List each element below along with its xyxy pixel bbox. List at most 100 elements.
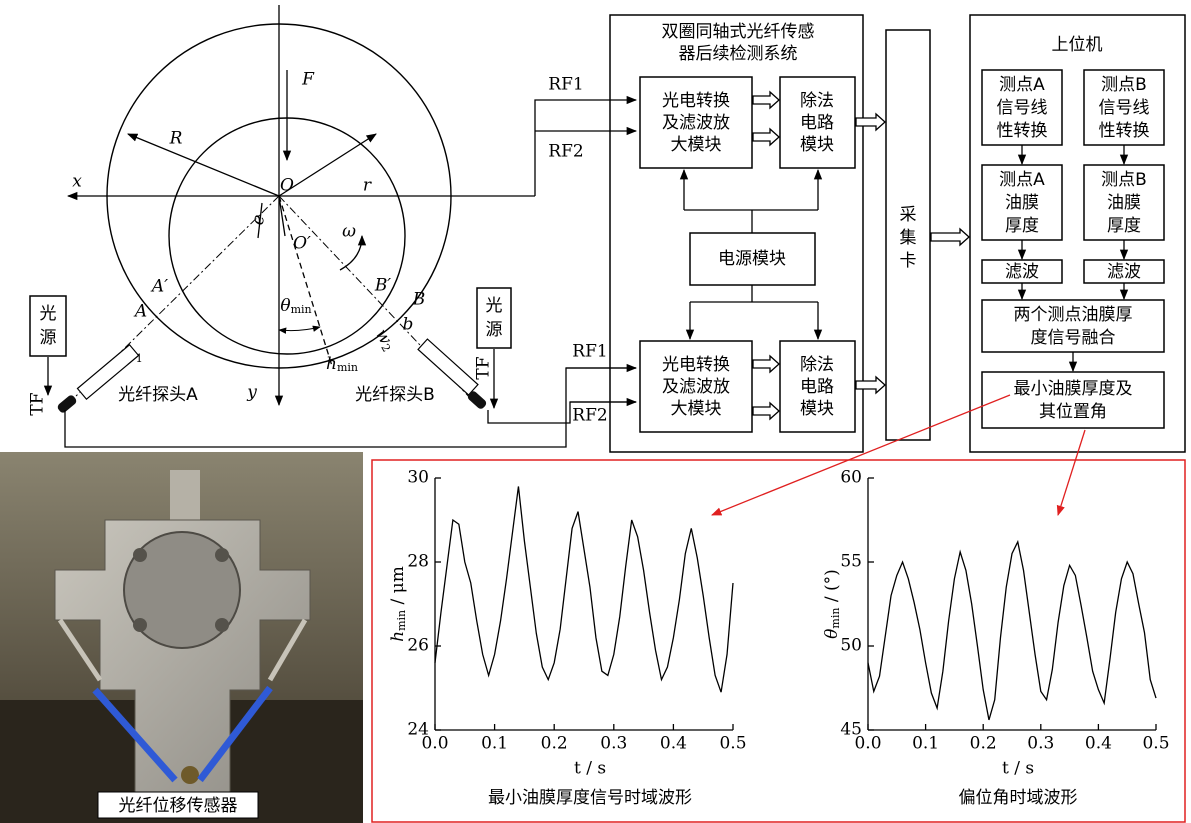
label: RF1 [572,342,607,362]
text-line: 模块 [800,135,834,155]
label: e [248,213,269,226]
symbol: h [388,631,408,642]
text-line: 电路 [800,113,834,133]
label: A′ [150,277,168,297]
block-label: 两个测点油膜厚度信号融合 [1014,305,1133,348]
min-film-line [279,196,332,366]
text-line: 大模块 [671,399,722,419]
text-line: 其位置角 [1039,402,1107,422]
y-tick-label: 28 [407,552,429,572]
fiber [488,402,636,423]
label: TF [474,356,494,379]
chart-caption: 最小油膜厚度信号时域波形 [488,788,692,808]
hollow-arrow [931,229,969,245]
text-line: 光电转换 [662,355,730,375]
photo-bolt [133,548,147,562]
symbol: θ [822,629,842,639]
label: TF [28,392,48,415]
theta-arc [279,327,320,331]
math-label: θmin [280,296,311,317]
block-label: 测点A油膜厚度 [999,170,1045,236]
source-label: 光源 [486,296,503,340]
text-line: 光电转换 [662,91,730,111]
text-line: 除法 [800,91,834,111]
symbol: h [326,354,337,374]
photo-bolt [215,618,229,632]
text-line: 双圈同轴式光纤传感 [662,22,815,42]
chart-frame [372,460,1185,822]
label: ω [342,222,356,242]
y-tick-label: 50 [840,636,862,656]
x-tick-label: 0.2 [541,734,568,754]
block-label: 最小油膜厚度及其位置角 [1014,379,1133,422]
fiber [65,368,636,447]
label: O′ [293,234,311,254]
x-tick-label: 0.4 [660,734,687,754]
red-arrow [1058,430,1085,515]
y-axis-label: hmin / μm [388,566,409,642]
photo-caption: 光纤位移传感器 [119,796,238,816]
block-label: 电源模块 [718,249,786,269]
unit: / μm [388,566,408,610]
block-label: 光电转换及滤波放大模块 [662,355,730,419]
text-line: 信号线 [1099,98,1150,118]
subscript: min [395,610,408,631]
text-line: 光 [486,296,503,316]
text-line: 度信号融合 [1031,328,1116,348]
system-title: 双圈同轴式光纤传感器后续检测系统 [662,22,815,64]
text-line: 及滤波放 [662,113,730,133]
x-tick-label: 0.4 [1085,734,1112,754]
text-line: 大模块 [671,135,722,155]
label: F [301,70,315,90]
probe-tip [56,394,78,415]
data-line [868,542,1156,720]
text-line: 信号线 [997,98,1048,118]
y-tick-label: 60 [840,468,862,488]
daq-label: 采集卡 [900,205,917,271]
text-line: 集 [900,228,917,248]
text-line: 源 [40,328,57,348]
label: A [133,302,147,322]
x-axis-label: t / s [574,759,606,779]
text-line: 采 [900,205,917,225]
text-line: 测点A [999,170,1045,190]
text-line: 两个测点油膜厚 [1014,305,1133,325]
text-line: 源 [486,320,503,340]
text-line: 及滤波放 [662,377,730,397]
photo-nut [181,766,199,784]
photo-bolt [133,618,147,632]
photo-bolt [215,548,229,562]
text-line: 器后续检测系统 [679,44,798,64]
text-line: 除法 [800,355,834,375]
text-line: 测点B [1101,75,1147,95]
label: x [72,172,82,192]
text-line: 厚度 [1107,216,1141,236]
radius-R [128,134,279,196]
text-line: 模块 [800,399,834,419]
block-label: 除法电路模块 [800,91,834,155]
hollow-arrow [753,356,779,372]
host-title: 上位机 [1052,35,1103,55]
label: 光纤探头A [118,385,198,405]
label: R [169,129,183,149]
subscript: min [291,303,312,316]
text-line: 电路 [800,377,834,397]
block-label: 滤波 [1107,262,1141,282]
block-label: 测点B油膜厚度 [1101,170,1147,236]
text-line: 最小油膜厚度及 [1014,379,1133,399]
x-tick-label: 0.3 [1027,734,1054,754]
block-label: 除法电路模块 [800,355,834,419]
x-tick-label: 0.1 [481,734,508,754]
text-line: 卡 [900,251,917,271]
symbol: θ [280,296,290,316]
hollow-arrow [753,403,779,419]
page: yxFRrOeO′θminhminωA′AB′Bbw1w2光纤探头A光纤探头B光… [0,0,1191,823]
y-tick-label: 30 [407,468,429,488]
label: B′ [374,276,391,296]
data-line [435,486,733,692]
block-label: 光电转换及滤波放大模块 [662,91,730,155]
x-axis-label: t / s [1002,759,1034,779]
block-label: 测点A信号线性转换 [997,75,1048,141]
x-tick-label: 0.2 [970,734,997,754]
